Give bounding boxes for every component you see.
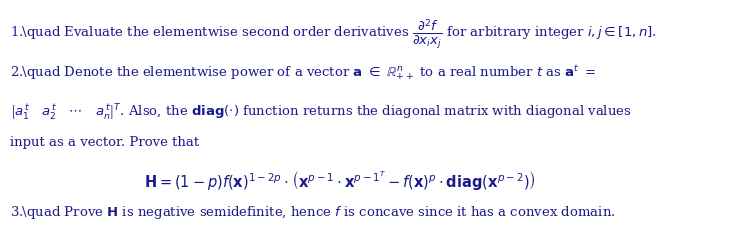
Text: input as a vector. Prove that: input as a vector. Prove that — [11, 136, 199, 149]
Text: 3.\quad Prove $\mathbf{H}$ is negative semidefinite, hence $f$ is concave since : 3.\quad Prove $\mathbf{H}$ is negative s… — [11, 204, 616, 221]
Text: $\mathbf{H} = (1-p)f(\mathbf{x})^{1-2p}\cdot\left(\mathbf{x}^{p-1}\cdot\mathbf{x: $\mathbf{H} = (1-p)f(\mathbf{x})^{1-2p}\… — [144, 170, 536, 193]
Text: 1.\quad Evaluate the elementwise second order derivatives $\dfrac{\partial^2 f}{: 1.\quad Evaluate the elementwise second … — [11, 17, 657, 51]
Text: 2.\quad Denote the elementwise power of a vector $\mathbf{a}$ $\in$ $\mathbb{R}^: 2.\quad Denote the elementwise power of … — [11, 64, 596, 83]
Text: $\left[a_1^{\,t}\quad a_2^{\,t}\quad \cdots\quad a_n^{\,t}\right]^T$. Also, the : $\left[a_1^{\,t}\quad a_2^{\,t}\quad \cd… — [11, 103, 632, 123]
